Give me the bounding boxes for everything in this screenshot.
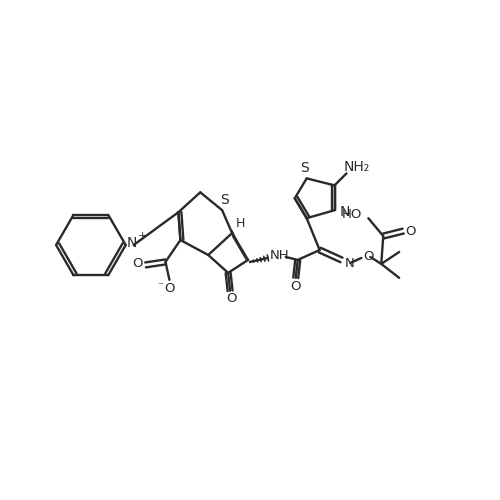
- Text: O: O: [363, 250, 374, 264]
- Text: O: O: [164, 282, 174, 296]
- Polygon shape: [232, 230, 246, 260]
- Text: ⁻: ⁻: [158, 281, 164, 291]
- Text: O: O: [290, 280, 301, 293]
- Text: HO: HO: [342, 208, 362, 220]
- Text: +: +: [138, 231, 147, 241]
- Text: NH₂: NH₂: [344, 160, 369, 174]
- Text: NH: NH: [270, 250, 289, 262]
- Text: O: O: [405, 224, 415, 237]
- Text: O: O: [132, 258, 143, 270]
- Text: S: S: [300, 162, 309, 175]
- Text: O: O: [226, 292, 236, 305]
- Text: N: N: [344, 258, 354, 270]
- Text: H: H: [236, 216, 244, 230]
- Text: N: N: [126, 236, 137, 250]
- Text: S: S: [220, 194, 228, 207]
- Text: N: N: [340, 205, 349, 219]
